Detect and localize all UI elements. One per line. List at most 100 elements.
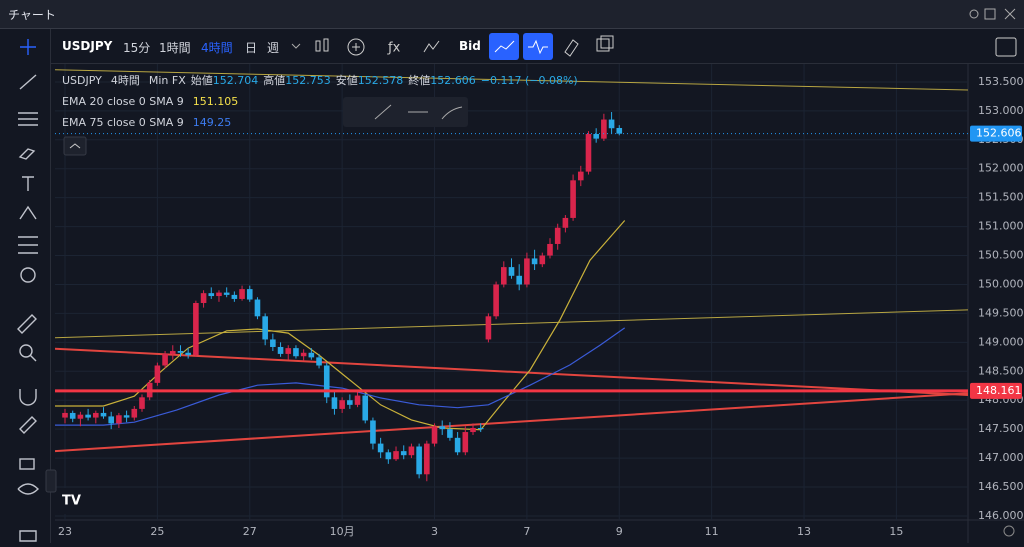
y-tick-label: 152.000 [978, 162, 1024, 175]
candle-body [339, 400, 345, 409]
legend-text: EMA 75 close 0 SMA 9 [62, 116, 184, 129]
candle-body [477, 427, 484, 430]
legend-text: 151.105 [193, 95, 239, 108]
candle-body [508, 267, 515, 276]
candle-body [531, 258, 538, 265]
drawing-toolbar [0, 29, 51, 543]
y-tick-label: 150.000 [978, 277, 1024, 290]
legend-text: 安値 [336, 73, 358, 87]
candle-body [385, 452, 392, 460]
candle-body [108, 416, 114, 424]
y-tick-label: 149.000 [978, 335, 1024, 348]
y-tick-label: 146.500 [978, 480, 1024, 493]
candle-body [431, 426, 438, 444]
x-tick-label: 11 [705, 525, 719, 538]
candle-body [139, 397, 145, 409]
candle-body [69, 412, 76, 419]
interval[interactable]: 1時間 [159, 41, 191, 55]
ema-line [55, 220, 626, 431]
interval[interactable]: 週 [267, 41, 280, 55]
symbol[interactable]: USDJPY [62, 39, 113, 53]
legend-text: 152.704 [213, 74, 259, 87]
trend-line [55, 309, 968, 339]
price-source[interactable]: Bid [459, 39, 481, 53]
legend-text: 4時間 [111, 74, 140, 87]
candle-body [308, 352, 315, 358]
legend-text: 152.578 [358, 74, 404, 87]
y-tick-label: 153.000 [978, 104, 1024, 117]
y-tick-label: 151.500 [978, 191, 1024, 204]
candle-body [177, 351, 184, 353]
legend-text: −0.117 (−0.08%) [481, 74, 578, 87]
candle-body [200, 293, 207, 303]
candle-body [216, 292, 222, 297]
x-tick-label: 3 [431, 525, 438, 538]
interval[interactable]: 4時間 [201, 41, 233, 55]
window-title: チャート [8, 8, 56, 22]
candle-body [300, 352, 307, 357]
trend-line [55, 347, 968, 396]
candle-body [270, 339, 276, 347]
interval[interactable]: 日 [245, 41, 258, 55]
y-tick-label: 147.500 [978, 422, 1024, 435]
candle-body [570, 180, 576, 218]
title-bar: チャート [0, 0, 1024, 29]
x-tick-label: 23 [58, 525, 72, 538]
candle-body [462, 432, 469, 453]
candle-body [331, 397, 338, 409]
candle-body [262, 316, 268, 340]
candle-body [293, 348, 299, 357]
price-tag-label: 152.606 [976, 127, 1022, 140]
y-tick-label: 150.500 [978, 249, 1024, 262]
candle-body [616, 128, 623, 134]
price-tag [970, 382, 1022, 399]
candle-body [162, 353, 168, 366]
candle-body [185, 352, 191, 356]
interval[interactable]: 15分 [123, 41, 151, 55]
legend-text: 149.25 [193, 116, 232, 129]
candle-body [77, 414, 84, 419]
candle-body [516, 275, 522, 285]
candle-body [85, 414, 91, 418]
y-tick-label: 151.000 [978, 220, 1024, 233]
collapse-button[interactable] [63, 136, 87, 156]
candle-body [608, 119, 615, 129]
candle-body [370, 420, 376, 444]
legend-text: 始値 [191, 73, 213, 87]
candle-body [123, 415, 130, 418]
y-tick-label: 148.500 [978, 364, 1024, 377]
candle-body [593, 134, 599, 139]
x-tick-label: 25 [150, 525, 164, 538]
candle-body [493, 284, 499, 317]
candle-body [408, 446, 415, 456]
x-tick-label: 27 [243, 525, 257, 538]
y-tick-label: 147.000 [978, 451, 1024, 464]
candle-body [316, 357, 322, 366]
x-tick-label: 13 [797, 525, 811, 538]
x-tick-label: 9 [616, 525, 623, 538]
candle-body [424, 443, 430, 475]
svg-text:ƒx: ƒx [387, 41, 401, 56]
candle-body [277, 346, 284, 354]
candle-body [554, 227, 561, 244]
candle-body [577, 171, 584, 181]
legend-text: 終値 [408, 73, 430, 87]
candle-body [254, 299, 261, 317]
candle-body [501, 267, 507, 285]
candle-body [239, 289, 245, 299]
trend-line [55, 392, 968, 453]
candle-body [169, 351, 176, 354]
candle-body [524, 258, 530, 285]
candle-body [454, 437, 461, 453]
legend-text: 152.606 [430, 74, 476, 87]
candle-body [416, 446, 422, 475]
candle-body [447, 429, 453, 438]
ema-line [55, 327, 626, 426]
y-tick-label: 153.500 [978, 75, 1024, 88]
candle-body [285, 348, 292, 354]
candle-body [246, 289, 253, 300]
price-tag-label: 148.161 [976, 384, 1022, 397]
candle-body [400, 451, 407, 456]
